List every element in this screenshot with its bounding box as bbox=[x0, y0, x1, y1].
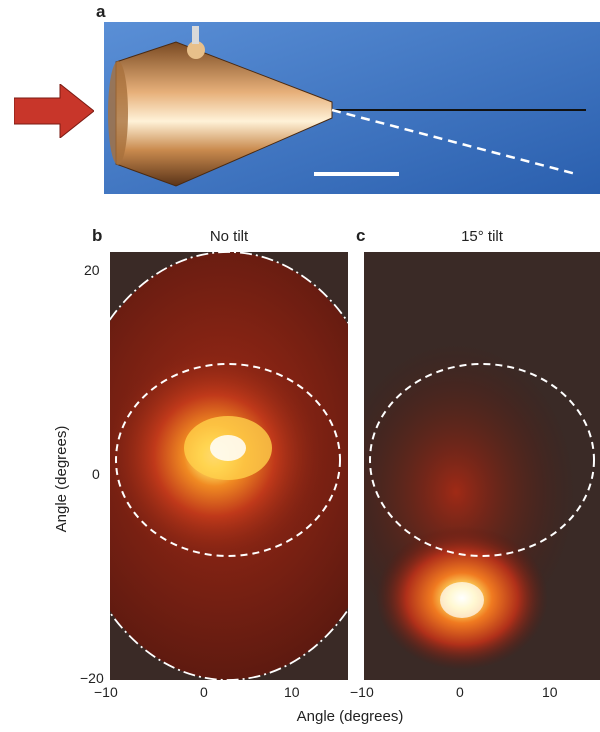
xtick-c-2: 10 bbox=[542, 684, 558, 700]
beam-circle-tilt bbox=[369, 363, 595, 557]
xtick-b-1: 0 bbox=[200, 684, 208, 700]
ytick-bottom: −20 bbox=[80, 670, 104, 686]
heatmap-no-tilt bbox=[110, 252, 348, 680]
horn-photo bbox=[104, 22, 600, 194]
xtick-b-2: 10 bbox=[284, 684, 300, 700]
ytick-top: 20 bbox=[84, 262, 100, 278]
tilt-line bbox=[331, 108, 577, 176]
panel-c-label: c bbox=[356, 226, 366, 245]
panel-b-title: No tilt bbox=[209, 228, 249, 245]
xtick-c-0: −10 bbox=[350, 684, 374, 700]
panel-a-label: a bbox=[96, 2, 106, 21]
ytick-mid: 0 bbox=[92, 466, 100, 482]
heatmap-15-tilt bbox=[364, 252, 600, 680]
xtick-b-0: −10 bbox=[94, 684, 118, 700]
panel-b-label: b bbox=[92, 226, 103, 245]
x-axis-label: Angle (degrees) bbox=[296, 708, 404, 725]
cone-horn bbox=[115, 41, 333, 187]
incident-arrow-icon bbox=[14, 84, 94, 138]
panel-c-title: 15° tilt bbox=[461, 228, 503, 245]
xtick-c-1: 0 bbox=[456, 684, 464, 700]
y-axis-label: Angle (degrees) bbox=[53, 425, 70, 533]
beam-circle bbox=[115, 363, 341, 557]
